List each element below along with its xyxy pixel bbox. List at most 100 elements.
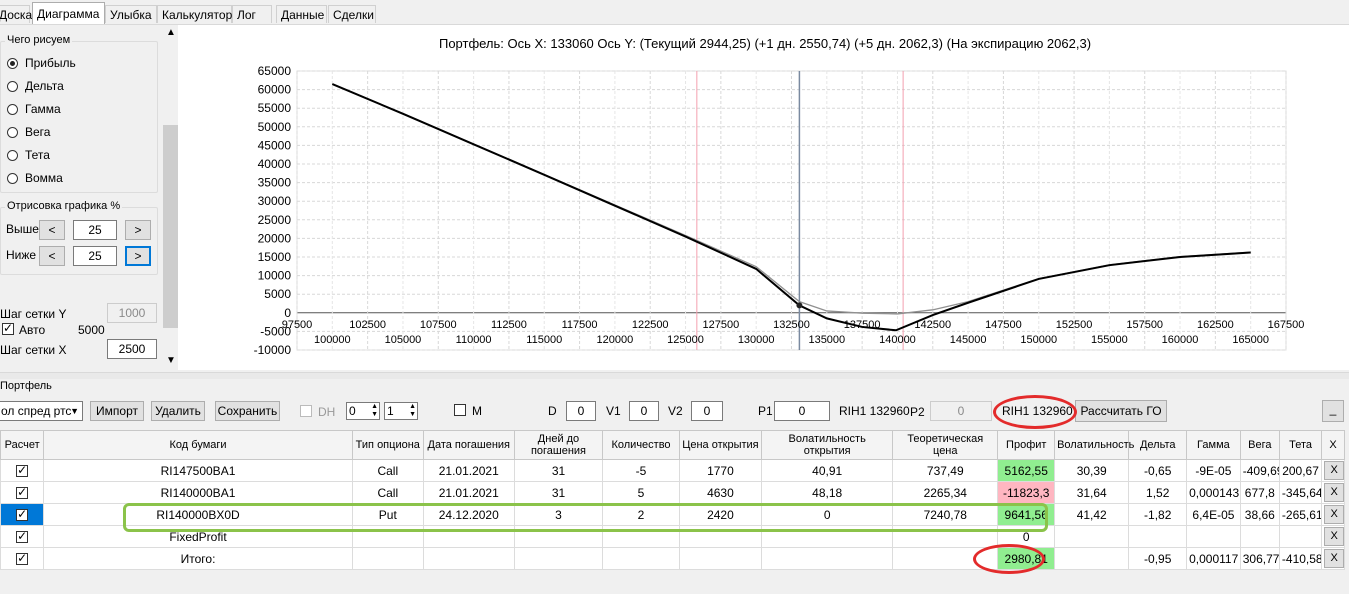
radio-vomma[interactable]: Вомма: [7, 170, 63, 186]
tab-board[interactable]: Доска: [0, 5, 32, 23]
radio-theta[interactable]: Тета: [7, 147, 50, 163]
calc-go-button[interactable]: Рассчитать ГО: [1075, 400, 1167, 422]
below-increase-button[interactable]: >: [125, 246, 151, 266]
calc-checkbox[interactable]: [16, 463, 29, 478]
cell-gamma[interactable]: 0,000143: [1186, 481, 1241, 504]
calc-checkbox-cell[interactable]: [0, 547, 45, 570]
tab-deals[interactable]: Сделки: [328, 5, 376, 23]
cell-vol[interactable]: [1054, 547, 1130, 570]
delete-row-cell[interactable]: X: [1321, 525, 1345, 548]
cell-vol[interactable]: 31,64: [1054, 481, 1130, 504]
cell-gamma[interactable]: [1186, 525, 1241, 548]
radio-vega[interactable]: Вега: [7, 124, 50, 140]
cell-profit[interactable]: -11823,3: [997, 481, 1056, 504]
cell-vol-open[interactable]: [761, 547, 894, 570]
cell-vega[interactable]: 306,77: [1239, 547, 1280, 570]
cell-date[interactable]: 24.12.2020: [422, 503, 515, 526]
cell-profit[interactable]: 9641,56: [997, 503, 1056, 526]
cell-qty[interactable]: [602, 547, 680, 570]
strategy-select[interactable]: ол спред ртс ▼: [0, 401, 83, 421]
v2-input[interactable]: 0: [691, 401, 723, 421]
calc-checkbox[interactable]: [16, 551, 29, 566]
col-header[interactable]: Гамма: [1186, 430, 1241, 460]
cell-vega[interactable]: 38,66: [1239, 503, 1280, 526]
cell-theta[interactable]: -345,64: [1278, 481, 1323, 504]
cell-qty[interactable]: 5: [602, 481, 680, 504]
calc-checkbox[interactable]: [16, 485, 29, 500]
scroll-down-icon[interactable]: ▼: [166, 355, 176, 366]
d-input[interactable]: 0: [566, 401, 596, 421]
tab-smile[interactable]: Улыбка: [105, 5, 157, 23]
below-decrease-button[interactable]: <: [39, 246, 65, 266]
cell-vol-open[interactable]: 48,18: [761, 481, 894, 504]
cell-theta[interactable]: -410,58: [1278, 547, 1323, 570]
col-header[interactable]: Тета: [1278, 430, 1323, 460]
cell-type[interactable]: Call: [351, 481, 424, 504]
cell-delta[interactable]: -1,82: [1128, 503, 1188, 526]
col-header[interactable]: Волатильность: [1054, 430, 1134, 460]
grid-x-input[interactable]: 2500: [107, 339, 157, 359]
save-button[interactable]: Сохранить: [215, 401, 280, 421]
spin-arrows-icon[interactable]: ▲ ▼: [371, 403, 378, 418]
cell-open[interactable]: 1770: [678, 459, 763, 482]
radio-gamma[interactable]: Гамма: [7, 101, 61, 117]
cell-code[interactable]: RI147500BA1: [43, 459, 353, 482]
radio-profit[interactable]: Прибыль: [7, 55, 76, 71]
col-header[interactable]: Волатильность открытия: [761, 430, 894, 460]
spin-1[interactable]: 0 ▲ ▼: [346, 402, 380, 420]
col-header[interactable]: Код бумаги: [43, 430, 353, 460]
table-row[interactable]: RI147500BA1Call21.01.202131-5177040,9173…: [0, 459, 1345, 482]
col-header[interactable]: Тип опциона: [351, 430, 424, 460]
table-row[interactable]: RI140000BX0DPut24.12.202032242007240,789…: [0, 503, 1345, 526]
cell-date[interactable]: [422, 547, 515, 570]
grid-y-input[interactable]: 1000: [107, 303, 157, 323]
auto-checkbox[interactable]: [2, 321, 14, 335]
tab-diagram[interactable]: Диаграмма: [32, 2, 105, 24]
above-input[interactable]: 25: [73, 220, 117, 240]
tab-calculator[interactable]: Калькулятор: [157, 5, 232, 23]
cell-vol[interactable]: 30,39: [1054, 459, 1130, 482]
tab-log[interactable]: Лог: [232, 5, 272, 23]
table-row[interactable]: RI140000BA1Call21.01.2021315463048,18226…: [0, 481, 1345, 504]
cell-code[interactable]: RI140000BA1: [43, 481, 353, 504]
left-scrollbar-thumb[interactable]: [163, 125, 178, 328]
cell-delta[interactable]: [1128, 525, 1188, 548]
spin-2[interactable]: 1 ▲ ▼: [384, 402, 418, 420]
col-header[interactable]: X: [1321, 430, 1345, 460]
cell-open[interactable]: 4630: [678, 481, 763, 504]
splitter[interactable]: [0, 372, 1349, 379]
delete-row-button[interactable]: X: [1324, 505, 1344, 524]
col-header[interactable]: Теоретическая цена: [892, 430, 999, 460]
v1-input[interactable]: 0: [629, 401, 659, 421]
delete-row-cell[interactable]: X: [1321, 459, 1345, 482]
radio-delta[interactable]: Дельта: [7, 78, 64, 94]
col-header[interactable]: Дата погашения: [422, 430, 515, 460]
calc-checkbox-cell[interactable]: [0, 481, 45, 504]
calc-checkbox-cell[interactable]: [0, 525, 45, 548]
delete-row-button[interactable]: X: [1324, 461, 1344, 480]
cell-vega[interactable]: -409,69: [1239, 459, 1280, 482]
delete-row-button[interactable]: X: [1324, 549, 1344, 568]
cell-days[interactable]: 31: [513, 481, 604, 504]
p1-input[interactable]: 0: [774, 401, 830, 421]
cell-days[interactable]: 31: [513, 459, 604, 482]
cell-gamma[interactable]: 6,4E-05: [1186, 503, 1241, 526]
calc-checkbox-cell[interactable]: [0, 459, 45, 482]
above-decrease-button[interactable]: <: [39, 220, 65, 240]
delete-row-cell[interactable]: X: [1321, 503, 1345, 526]
col-header[interactable]: Профит: [997, 430, 1056, 460]
cell-gamma[interactable]: 0,000117: [1186, 547, 1241, 570]
cell-code[interactable]: Итого:: [43, 547, 353, 570]
cell-vega[interactable]: 677,8: [1239, 481, 1280, 504]
cell-theo[interactable]: 2265,34: [892, 481, 999, 504]
delete-row-button[interactable]: X: [1324, 527, 1344, 546]
calc-checkbox-cell[interactable]: [0, 503, 45, 526]
tab-data[interactable]: Данные: [276, 5, 327, 23]
col-header[interactable]: Цена открытия: [678, 430, 763, 460]
cell-type[interactable]: [351, 547, 424, 570]
dh-checkbox[interactable]: [300, 405, 312, 417]
p2-input[interactable]: 0: [930, 401, 992, 421]
col-header[interactable]: Количество: [602, 430, 680, 460]
col-header[interactable]: Расчет: [0, 430, 45, 460]
